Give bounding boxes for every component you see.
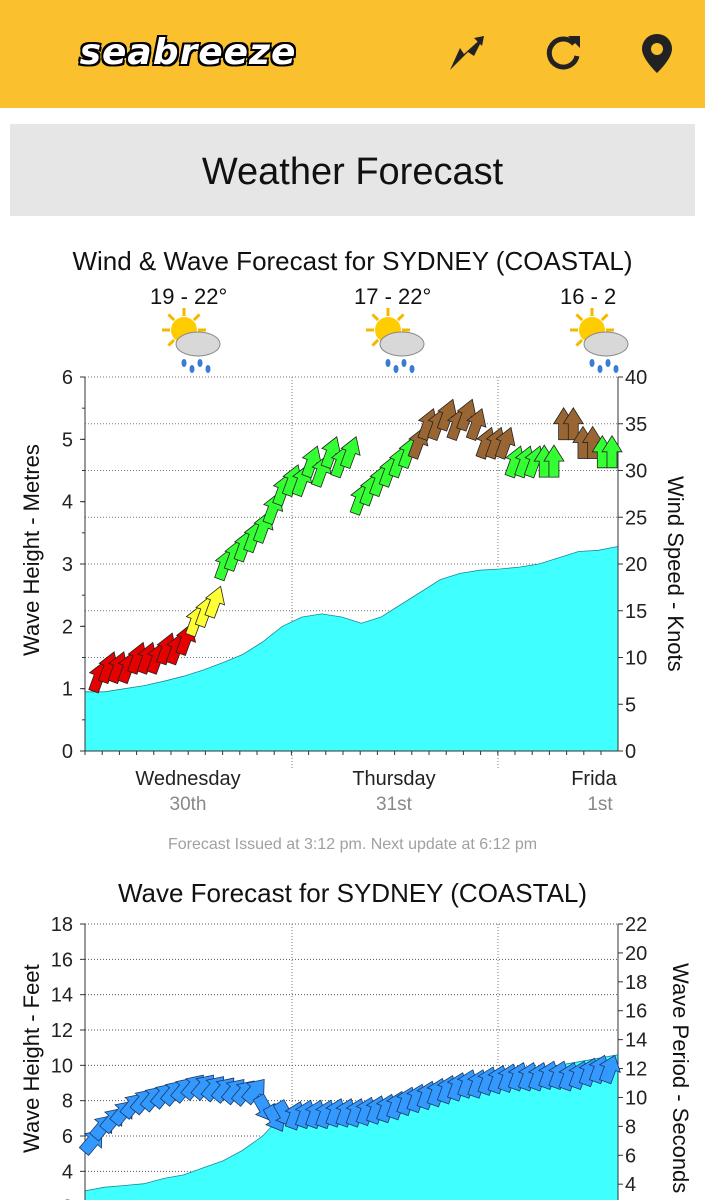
app-header: seabreeze <box>0 0 705 108</box>
navigation-arrow-icon[interactable] <box>444 30 490 76</box>
refresh-icon[interactable] <box>540 30 586 76</box>
y-tick-label: 3 <box>62 554 73 576</box>
sun-ray <box>167 338 176 347</box>
rain-drop <box>401 359 407 367</box>
wind-arrow <box>436 398 458 432</box>
rain-drop <box>597 365 603 373</box>
y-tick-label: 2 <box>62 616 73 638</box>
y-tick-label: 12 <box>51 1020 73 1042</box>
y-tick-label: 4 <box>62 492 73 514</box>
wave-direction-arrow <box>241 1079 265 1106</box>
rain-drop <box>197 359 203 367</box>
y-right-tick-label: 16 <box>625 1001 647 1023</box>
y-right-tick-label: 15 <box>625 601 647 623</box>
wind-arrow <box>320 436 342 470</box>
y-tick-label: 6 <box>62 1126 73 1148</box>
cloud <box>583 331 629 357</box>
date-label-thu: 31st <box>376 794 412 815</box>
y-right-tick-label: 12 <box>625 1059 647 1081</box>
sun-cloud-rain-icon <box>570 308 629 373</box>
rain-drop <box>181 359 187 367</box>
y-right-tick-label: 14 <box>625 1030 647 1052</box>
temp-range-thu: 17 - 22° <box>354 284 432 309</box>
temp-range-fri: 16 - 2 <box>560 284 617 309</box>
wave-height-area <box>84 546 619 752</box>
y-right-tick-label: 5 <box>625 694 636 716</box>
sun-ray <box>192 313 201 322</box>
y-right-tick-label: 20 <box>625 554 647 576</box>
sun-ray <box>371 338 380 347</box>
y-tick-label: 1 <box>62 679 73 701</box>
sun-ray <box>371 313 380 322</box>
sun-ray <box>396 313 405 322</box>
y-tick-label: 5 <box>62 429 73 451</box>
y-tick-label: 18 <box>51 914 73 936</box>
rain-drop <box>385 359 391 367</box>
y-right-tick-label: 0 <box>625 741 636 763</box>
seabreeze-logo[interactable]: seabreeze <box>79 32 297 73</box>
wind-wave-chart-title: Wind & Wave Forecast for SYDNEY (COASTAL… <box>72 246 633 276</box>
sun-ray <box>575 338 584 347</box>
day-label-wed: Wednesday <box>135 768 241 790</box>
y-right-tick-label: 22 <box>625 914 647 936</box>
wind-wave-chart: 0 1 2 3 4 5 6 0 5 10 15 20 25 30 35 40 <box>62 308 647 768</box>
y-right-tick-label: 4 <box>625 1174 636 1196</box>
y-right-tick-label: 20 <box>625 943 647 965</box>
wind-arrow <box>301 445 322 479</box>
sun-ray <box>167 313 176 322</box>
y-right-tick-label: 35 <box>625 414 647 436</box>
wave-chart: 24681012141618246810121416182022 <box>51 914 647 1200</box>
rain-drop <box>613 365 619 373</box>
rain-drop <box>589 359 595 367</box>
wind-arrow <box>494 426 516 460</box>
y-tick-label: 0 <box>62 741 73 763</box>
wind-arrow <box>465 408 487 442</box>
sun-cloud-rain-icon <box>162 308 221 373</box>
y-right-tick-label: 10 <box>625 1087 647 1109</box>
date-label-wed: 30th <box>169 794 207 815</box>
y-tick-label: 8 <box>62 1091 73 1113</box>
cloud <box>175 331 221 357</box>
sun-ray <box>600 313 609 322</box>
rain-drop <box>205 365 211 373</box>
rain-drop <box>393 365 399 373</box>
y-tick-label: 14 <box>51 985 73 1007</box>
y-tick-label: 6 <box>62 367 73 389</box>
cloud <box>379 331 425 357</box>
y-right-tick-label: 30 <box>625 461 647 483</box>
y-right-tick-label: 8 <box>625 1116 636 1138</box>
y-tick-label: 4 <box>62 1161 73 1183</box>
sun-cloud-rain-icon <box>366 308 425 373</box>
rain-drop <box>409 365 415 373</box>
wind-arrow <box>601 435 623 469</box>
y-right-tick-label: 18 <box>625 972 647 994</box>
temp-range-wed: 19 - 22° <box>150 284 228 309</box>
location-pin-icon[interactable] <box>634 30 680 76</box>
wind-arrow <box>456 398 477 432</box>
y-right-tick-label: 6 <box>625 1145 636 1167</box>
wind-arrow <box>543 444 565 478</box>
date-label-fri: 1st <box>587 794 613 815</box>
y-right-tick-label: 40 <box>625 367 647 389</box>
y-tick-label: 2 <box>62 1197 73 1200</box>
page-title-card: Weather Forecast <box>10 124 695 216</box>
day-label-fri: Frida <box>571 768 617 790</box>
forecast-issued-note: Forecast Issued at 3:12 pm. Next update … <box>167 836 538 853</box>
y-tick-label: 10 <box>51 1055 73 1077</box>
y-right-tick-label: 25 <box>625 507 647 529</box>
wave-chart-title: Wave Forecast for SYDNEY (COASTAL) <box>117 878 588 908</box>
y-right-tick-label: 10 <box>625 648 647 670</box>
wind-arrow <box>339 436 361 470</box>
y-tick-label: 16 <box>51 949 73 971</box>
wind-arrow <box>204 585 226 619</box>
day-label-thu: Thursday <box>352 768 436 790</box>
rain-drop <box>605 359 611 367</box>
page-title: Weather Forecast <box>201 151 504 193</box>
rain-drop <box>189 365 195 373</box>
wave-direction-arrow <box>598 1054 621 1085</box>
sun-ray <box>575 313 584 322</box>
